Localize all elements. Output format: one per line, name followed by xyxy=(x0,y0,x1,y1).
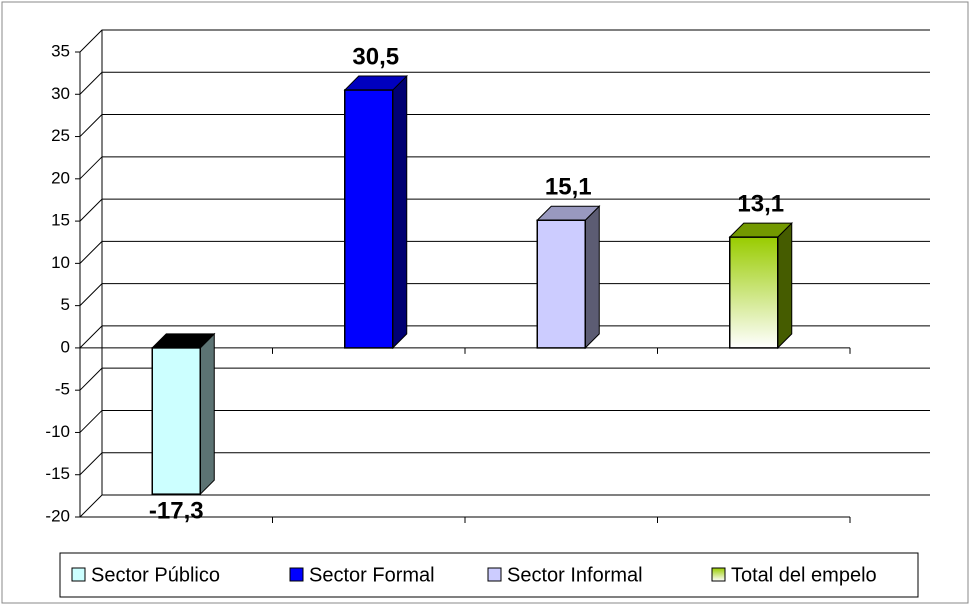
y-tick-label: -10 xyxy=(45,422,70,441)
grid-line xyxy=(79,367,930,391)
grid-line xyxy=(79,156,930,180)
y-tick-label: 10 xyxy=(51,253,70,272)
y-tick-label: 30 xyxy=(51,84,70,103)
value-label: 13,1 xyxy=(737,190,784,217)
grid-line xyxy=(79,198,930,222)
value-label: 15,1 xyxy=(545,174,592,201)
grid-line xyxy=(79,240,930,264)
y-tick-label: 15 xyxy=(51,211,70,230)
legend-swatch xyxy=(71,567,86,582)
bar-side xyxy=(392,74,408,350)
legend-swatch xyxy=(289,567,304,582)
grid-line xyxy=(79,325,930,349)
grid-line xyxy=(79,452,930,476)
y-tick-label: 5 xyxy=(61,295,70,314)
grid-line xyxy=(79,409,930,433)
legend-label: Sector Formal xyxy=(309,564,435,586)
grid-line xyxy=(79,71,930,95)
y-tick-label: -20 xyxy=(45,506,70,525)
bar-side xyxy=(584,205,600,350)
legend-label: Sector Informal xyxy=(507,564,643,586)
y-tick-label: 25 xyxy=(51,126,70,145)
y-tick-label: -5 xyxy=(55,380,70,399)
y-tick-label: 0 xyxy=(61,337,70,356)
grid-line xyxy=(79,494,930,518)
bar xyxy=(536,219,586,349)
bar xyxy=(344,89,394,349)
bar xyxy=(151,347,201,495)
value-label: 30,5 xyxy=(352,43,399,70)
legend-swatch xyxy=(711,567,726,582)
grid-line xyxy=(79,283,930,306)
legend-label: Total del empelo xyxy=(731,564,877,586)
bar-side xyxy=(199,332,215,496)
value-label: -17,3 xyxy=(149,498,204,525)
legend-label: Sector Público xyxy=(91,564,220,586)
y-tick-label: 35 xyxy=(51,41,70,60)
bar xyxy=(729,236,779,349)
grid-line xyxy=(79,114,930,137)
legend-swatch xyxy=(487,567,502,582)
grid-line xyxy=(79,29,930,53)
y-tick-label: -15 xyxy=(45,464,70,483)
bar-side xyxy=(777,221,793,350)
y-tick-label: 20 xyxy=(51,168,70,187)
